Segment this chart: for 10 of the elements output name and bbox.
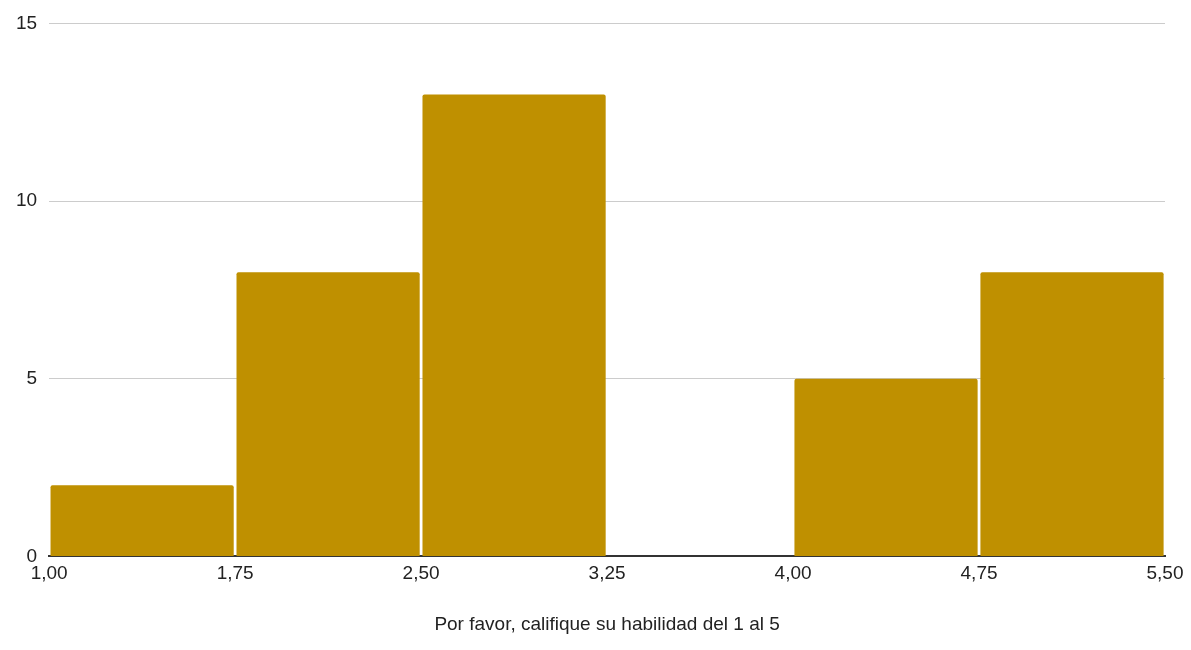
x-tick-label: 5,50 <box>1146 562 1184 584</box>
x-tick-label: 1,75 <box>216 562 254 584</box>
x-tick-label: 3,25 <box>588 562 626 584</box>
y-tick-label: 15 <box>15 11 38 33</box>
y-tick-label: 10 <box>15 189 38 211</box>
x-tick-label: 4,00 <box>774 562 812 584</box>
y-tick-label: 5 <box>26 366 38 388</box>
x-axis-title: Por favor, califique su habilidad del 1 al 5 <box>434 612 780 634</box>
x-tick-label: 4,75 <box>960 562 998 584</box>
x-tick-label: 2,50 <box>402 562 440 584</box>
